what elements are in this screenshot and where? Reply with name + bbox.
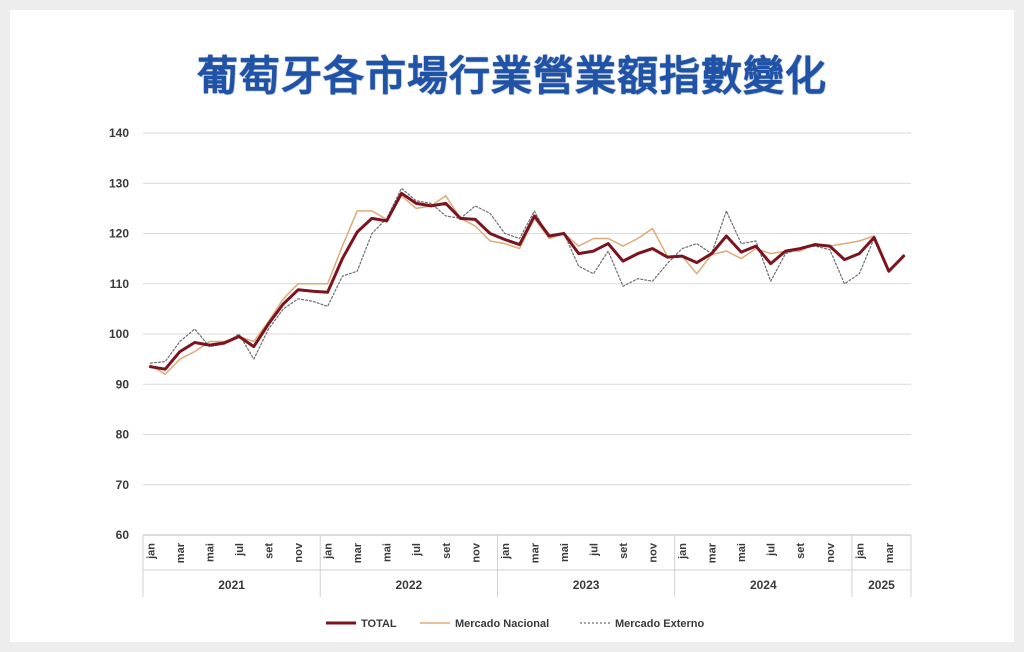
legend-label-total: TOTAL — [361, 618, 397, 630]
year-label: 2025 — [868, 578, 895, 592]
month-label: nov — [825, 542, 837, 562]
year-label: 2023 — [573, 578, 600, 592]
month-label: jan — [500, 543, 512, 560]
month-label: jan — [145, 543, 157, 560]
year-label: 2024 — [750, 578, 777, 592]
y-tick-label: 100 — [109, 327, 129, 341]
month-label: set — [618, 543, 630, 559]
month-label: nov — [470, 542, 482, 562]
year-label: 2021 — [218, 578, 245, 592]
month-label: nov — [293, 542, 305, 562]
y-tick-label: 140 — [109, 126, 129, 140]
month-label: mar — [884, 542, 896, 563]
series-line-mercado-nacional — [149, 195, 905, 375]
month-label: set — [795, 543, 807, 559]
month-label: jul — [411, 543, 423, 557]
month-label: mai — [204, 543, 216, 562]
month-label: mar — [175, 542, 187, 563]
month-label: jan — [854, 543, 866, 560]
month-label: mai — [736, 543, 748, 562]
month-label: mar — [529, 542, 541, 563]
y-tick-label: 70 — [116, 478, 130, 492]
legend: TOTAL Mercado Nacional Mercado Externo — [326, 618, 705, 630]
month-label: jul — [234, 543, 246, 557]
month-label: mar — [707, 542, 719, 563]
x-axis: 2021 2022 2023 2024 2025 jan mar mai jul set nov ja… — [142, 534, 912, 597]
y-tick-label: 60 — [116, 528, 130, 542]
month-label: jan — [323, 543, 335, 560]
month-label: mai — [382, 543, 394, 562]
legend-label-mercado-nacional: Mercado Nacional — [455, 618, 549, 630]
month-label: mar — [352, 542, 364, 563]
month-label: jul — [588, 543, 600, 557]
series-lines — [148, 187, 906, 375]
y-tick-label: 80 — [116, 428, 130, 442]
series-line-mercado-externo — [149, 187, 905, 364]
grid-lines — [143, 132, 911, 536]
year-label: 2022 — [395, 578, 422, 592]
month-label: set — [441, 543, 453, 559]
y-tick-label: 130 — [109, 176, 129, 190]
legend-label-mercado-externo: Mercado Externo — [615, 618, 705, 630]
y-tick-label: 90 — [116, 377, 130, 391]
series-line-total — [148, 191, 906, 371]
y-tick-label: 120 — [109, 227, 129, 241]
month-label: jul — [766, 543, 778, 557]
y-axis: 60 70 80 90 100 110 120 130 140 — [109, 126, 129, 542]
chart-title: 葡萄牙各市場行業營業額指數變化 — [197, 52, 827, 100]
month-label: jan — [677, 543, 689, 560]
y-tick-label: 110 — [110, 277, 130, 291]
month-label: nov — [648, 542, 660, 562]
month-label: mai — [559, 543, 571, 562]
month-label: set — [264, 543, 276, 559]
